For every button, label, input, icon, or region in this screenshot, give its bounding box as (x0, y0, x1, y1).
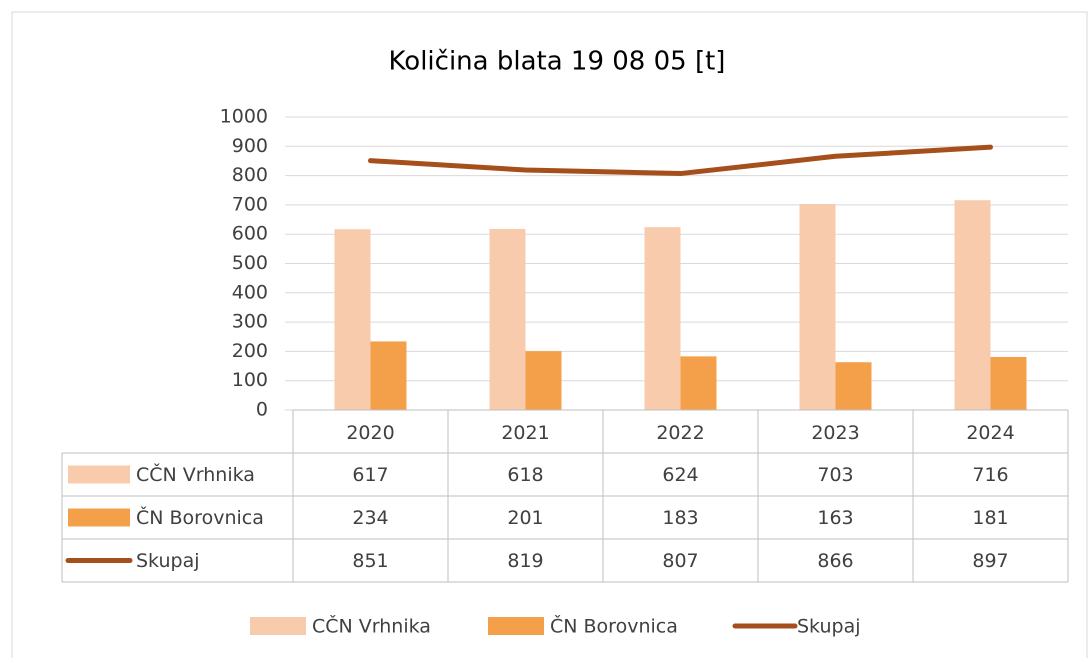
table-cell: 618 (507, 464, 543, 486)
legend-key (488, 617, 544, 635)
table-cell: 807 (662, 550, 698, 572)
x-tick-label: 2020 (346, 422, 394, 444)
bar (799, 204, 836, 410)
table-legend-key (68, 508, 130, 527)
table-cell: 819 (507, 550, 543, 572)
table-cell: 851 (352, 550, 388, 572)
bar (370, 341, 407, 410)
table-cell: 897 (972, 550, 1008, 572)
table-series-name: ČN Borovnica (136, 505, 264, 529)
legend-label: ČN Borovnica (550, 614, 678, 638)
bar (644, 227, 681, 410)
x-tick-label: 2023 (811, 422, 859, 444)
table-cell: 181 (972, 507, 1008, 529)
bar (334, 229, 371, 410)
bar (680, 356, 717, 410)
x-tick-label: 2022 (656, 422, 704, 444)
bar (990, 356, 1027, 410)
legend-key (250, 617, 306, 635)
x-tick-label: 2021 (501, 422, 549, 444)
y-tick-label: 500 (232, 252, 268, 274)
table-cell: 201 (507, 507, 543, 529)
bar (525, 351, 562, 410)
y-tick-label: 0 (256, 399, 268, 421)
y-tick-label: 900 (232, 135, 268, 157)
table-cell: 163 (817, 507, 853, 529)
table-cell: 617 (352, 464, 388, 486)
y-tick-label: 600 (232, 223, 268, 245)
legend-label: Skupaj (797, 616, 861, 638)
y-tick-label: 700 (232, 193, 268, 215)
legend-label: CČN Vrhnika (312, 614, 431, 638)
table-cell: 624 (662, 464, 698, 486)
line-series (368, 144, 993, 177)
table-cell: 716 (972, 464, 1008, 486)
bar (835, 362, 872, 410)
y-tick-label: 200 (232, 340, 268, 362)
table-series-name: CČN Vrhnika (136, 462, 255, 486)
table-series-name: Skupaj (136, 550, 200, 572)
table-cell: 866 (817, 550, 853, 572)
table-cell: 234 (352, 507, 388, 529)
table-cell: 183 (662, 507, 698, 529)
y-tick-label: 400 (232, 281, 268, 303)
chart-title: Količina blata 19 08 05 [t] (389, 47, 726, 77)
y-tick-label: 800 (232, 164, 268, 186)
y-tick-label: 1000 (220, 106, 268, 128)
bar (489, 228, 526, 410)
table-legend-key (68, 465, 130, 484)
bar (954, 200, 991, 410)
table-cell: 703 (817, 464, 853, 486)
y-tick-label: 100 (232, 369, 268, 391)
x-tick-label: 2024 (966, 422, 1014, 444)
y-tick-label: 300 (232, 311, 268, 333)
chart-border (11, 11, 1088, 662)
